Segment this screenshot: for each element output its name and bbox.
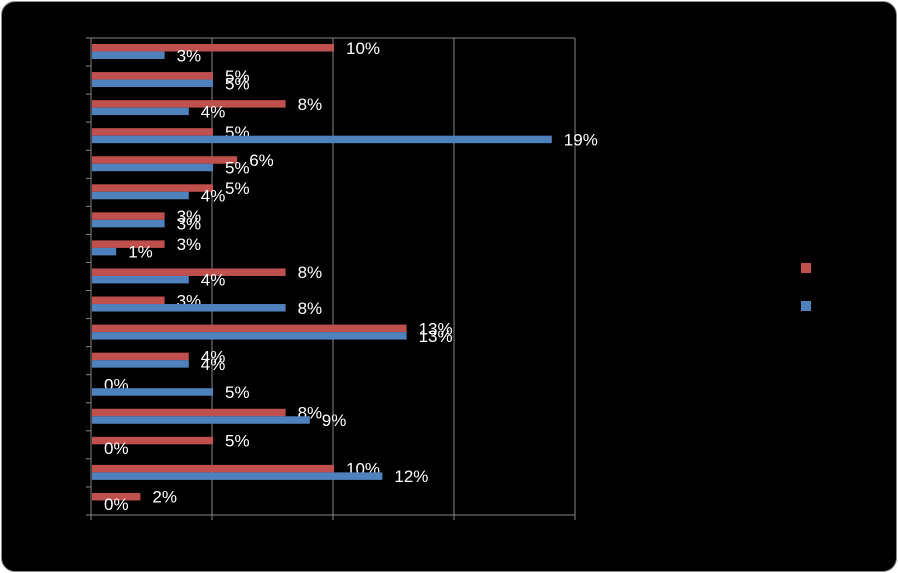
legend-marker [801, 263, 811, 273]
bar-series-1 [92, 324, 407, 333]
data-label: 5% [225, 67, 250, 86]
data-label: 19% [564, 130, 598, 149]
bar-series-2 [92, 388, 213, 396]
data-label: 3% [177, 235, 202, 254]
bar-series-1 [92, 296, 165, 305]
data-label: 5% [225, 158, 250, 177]
data-label: 3% [177, 215, 202, 234]
bar-series-2 [92, 135, 552, 144]
bar-series-1 [92, 436, 213, 445]
data-label: 3% [177, 207, 202, 226]
data-label: 13% [419, 319, 453, 338]
bar-series-1 [92, 184, 213, 192]
bar-series-2 [92, 219, 165, 228]
bar-series-2 [92, 275, 189, 284]
bar-series-1 [92, 72, 213, 80]
data-label: 13% [419, 327, 453, 346]
bar-series-2 [92, 247, 117, 256]
data-label: 10% [346, 39, 380, 58]
data-label: 8% [298, 299, 323, 318]
bar-series-1 [92, 44, 334, 52]
bar-series-1 [92, 492, 141, 501]
bar-series-2 [92, 360, 189, 368]
bar-series-2 [92, 416, 310, 424]
data-label: 1% [128, 243, 153, 262]
data-label: 4% [201, 355, 226, 374]
data-label: 5% [225, 179, 250, 198]
data-label: 5% [225, 383, 250, 402]
bar-series-2 [92, 332, 407, 340]
bar-series-1 [92, 100, 286, 108]
data-label: 8% [298, 95, 323, 114]
bar-series-1 [92, 240, 165, 248]
data-label: 12% [394, 467, 428, 486]
bar-series-2 [92, 107, 189, 116]
data-label: 0% [104, 439, 129, 458]
bar-series-2 [92, 163, 213, 172]
data-label: 5% [225, 432, 250, 451]
bar-series-2 [92, 472, 383, 480]
data-label: 9% [322, 411, 347, 430]
data-label: 5% [225, 74, 250, 93]
bar-series-1 [92, 268, 286, 276]
legend-marker [801, 301, 811, 311]
bar-series-2 [92, 51, 165, 59]
data-label: 6% [249, 151, 274, 170]
bar-series-2 [92, 304, 286, 312]
data-label: 4% [201, 187, 226, 206]
bar-series-1 [92, 156, 238, 164]
bar-series-1 [92, 464, 334, 473]
data-label: 4% [201, 102, 226, 121]
data-label: 2% [152, 488, 177, 507]
bar-series-1 [92, 352, 189, 361]
data-label: 3% [177, 46, 202, 65]
bar-series-1 [92, 212, 165, 220]
data-label: 4% [201, 271, 226, 290]
data-label: 8% [298, 263, 323, 282]
bar-series-2 [92, 79, 213, 88]
bar-series-1 [92, 408, 286, 417]
bar-series-2 [92, 191, 189, 200]
data-label: 0% [104, 495, 129, 514]
bar-series-1 [92, 128, 213, 136]
data-label: 4% [201, 347, 226, 366]
